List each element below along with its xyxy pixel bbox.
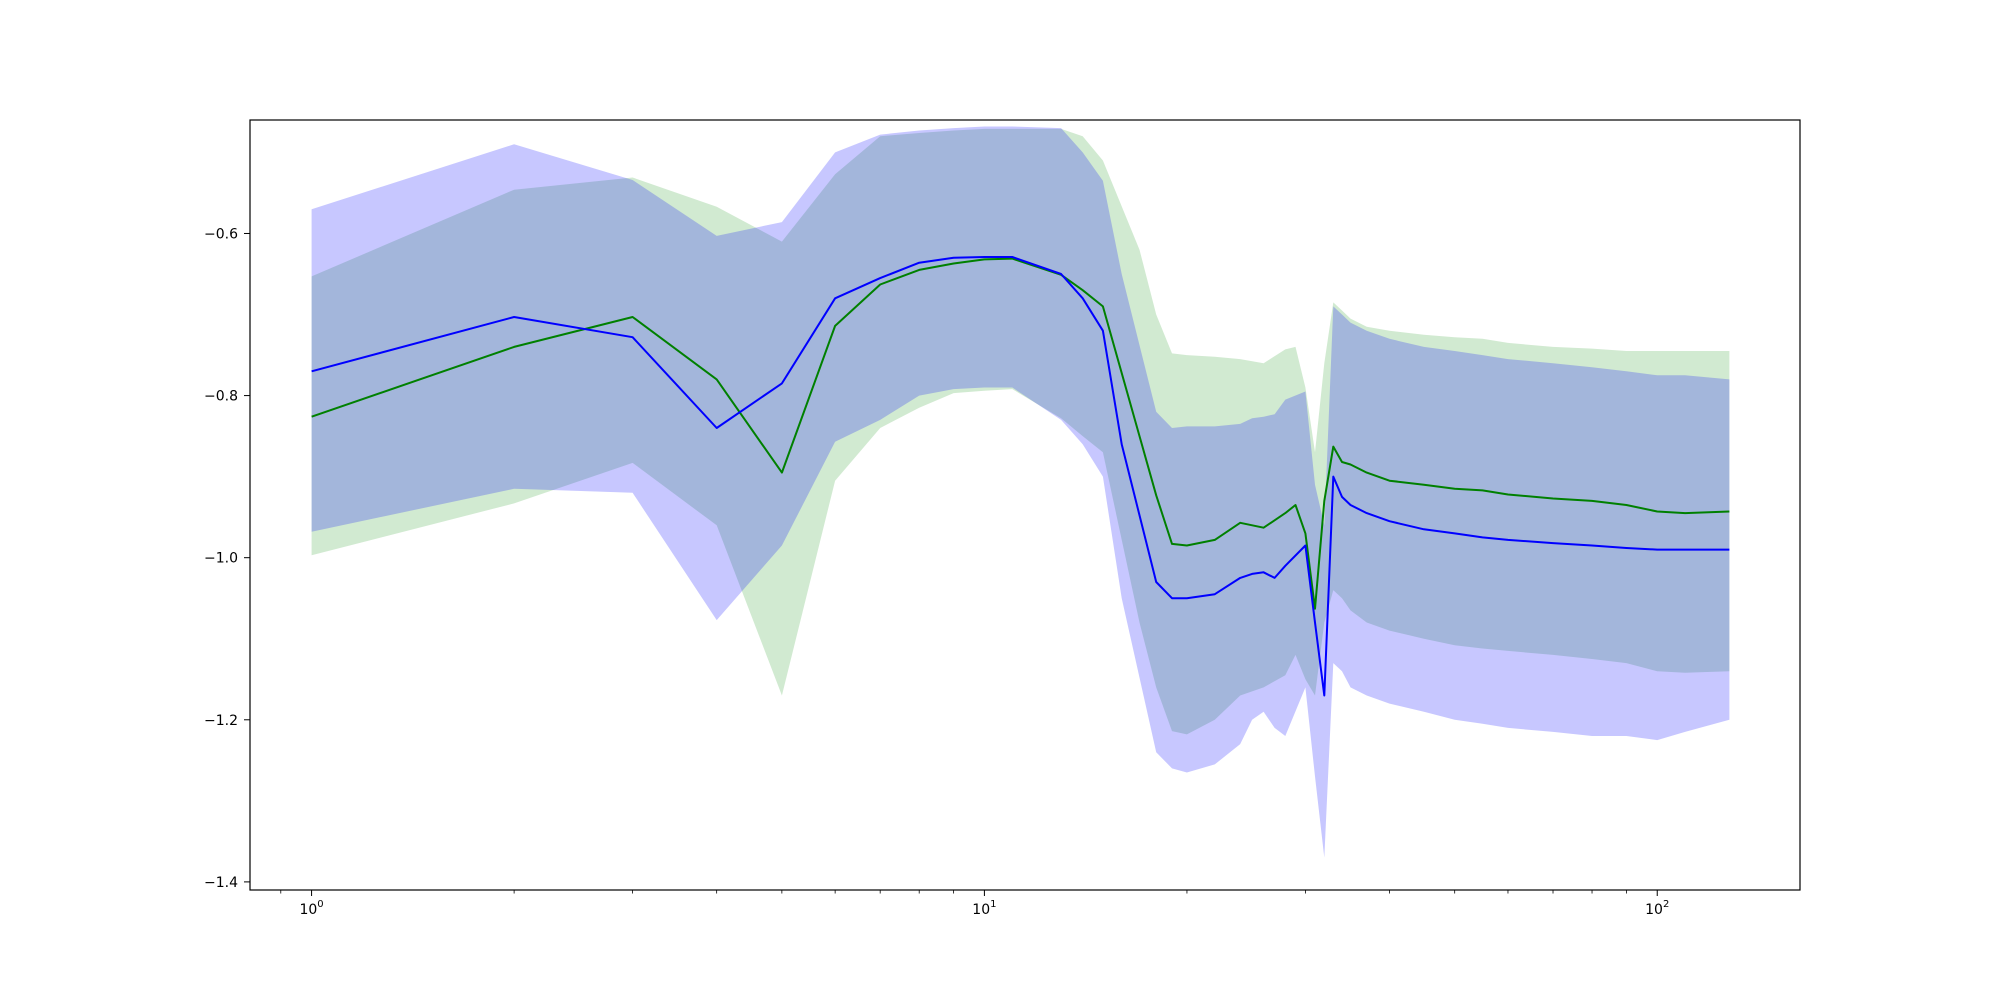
series-1-band bbox=[311, 128, 1730, 735]
series-1-line bbox=[311, 257, 1730, 610]
y-tick-label: −1.4 bbox=[204, 875, 238, 891]
x-tick-label: 101 bbox=[972, 899, 996, 918]
y-tick-label: −0.6 bbox=[204, 226, 238, 242]
x-axis: 100 101 102 bbox=[280, 890, 1669, 918]
x-tick-label: 100 bbox=[299, 899, 323, 918]
y-tick-label: −1.0 bbox=[204, 551, 238, 567]
y-tick-label: −0.8 bbox=[204, 389, 238, 405]
confidence-bands bbox=[311, 126, 1730, 858]
y-tick-label: −1.2 bbox=[204, 713, 238, 729]
series-2-line bbox=[311, 256, 1730, 697]
y-axis: −1.4 −1.2 −1.0 −0.8 −0.6 bbox=[204, 226, 250, 891]
series-2-band bbox=[311, 126, 1730, 858]
plot-area-frame bbox=[249, 119, 1801, 891]
x-tick-label: 102 bbox=[1645, 899, 1669, 918]
series-lines bbox=[311, 256, 1730, 697]
